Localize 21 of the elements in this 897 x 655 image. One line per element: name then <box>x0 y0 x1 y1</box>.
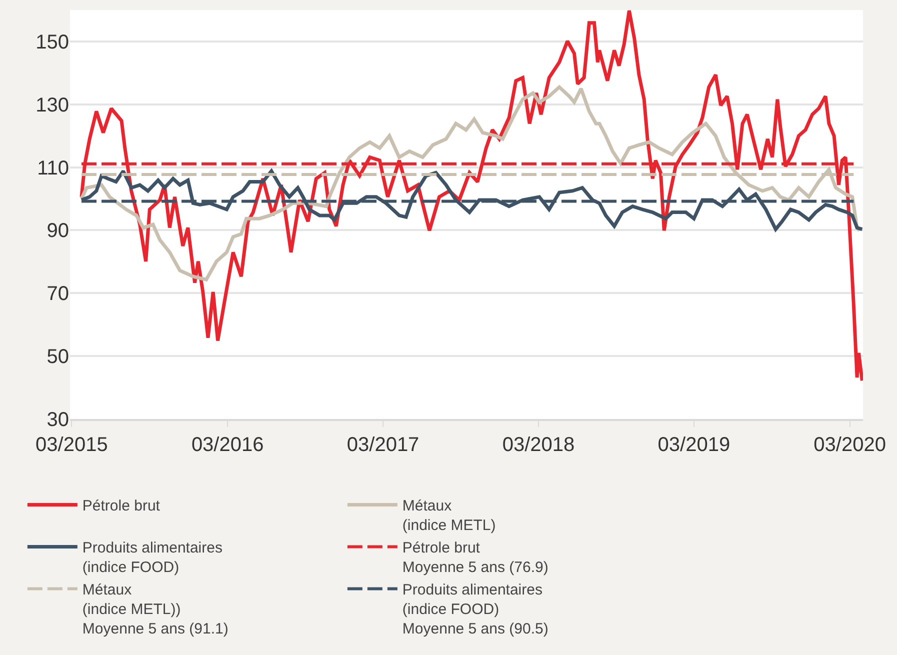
x-tick-label: 03/2017 <box>346 434 420 456</box>
y-tick-label: 130 <box>36 94 69 116</box>
y-tick-label: 90 <box>46 220 69 242</box>
y-tick-label: 150 <box>36 31 69 54</box>
x-tick-label: 03/2020 <box>814 434 886 456</box>
legend-label: Produits alimentaires (indice FOOD) Moyenne 5 ans (90.5) <box>402 582 548 638</box>
line-series <box>80 85 862 282</box>
legend-label: Pétrole brut Moyenne 5 ans (76.9) <box>402 540 548 576</box>
y-tick-label: 70 <box>46 283 69 306</box>
x-tick-label: 03/2018 <box>502 434 575 456</box>
y-tick-label: 30 <box>46 409 69 431</box>
y-tick-label: 110 <box>37 157 69 180</box>
legend-label: Produits alimentaires (indice FOOD) <box>82 540 222 576</box>
x-tick-label: 03/2015 <box>36 434 108 456</box>
y-tick-label: 50 <box>46 346 69 368</box>
line-series <box>80 10 863 382</box>
legend-label: Métaux (indice METL) <box>402 498 496 534</box>
x-tick-label: 03/2019 <box>658 434 730 456</box>
x-tick-label: 03/2016 <box>191 434 264 456</box>
legend-label: Métaux (indice METL)) Moyenne 5 ans (91.1) <box>82 582 228 638</box>
legend-label: Pétrole brut <box>82 498 161 515</box>
